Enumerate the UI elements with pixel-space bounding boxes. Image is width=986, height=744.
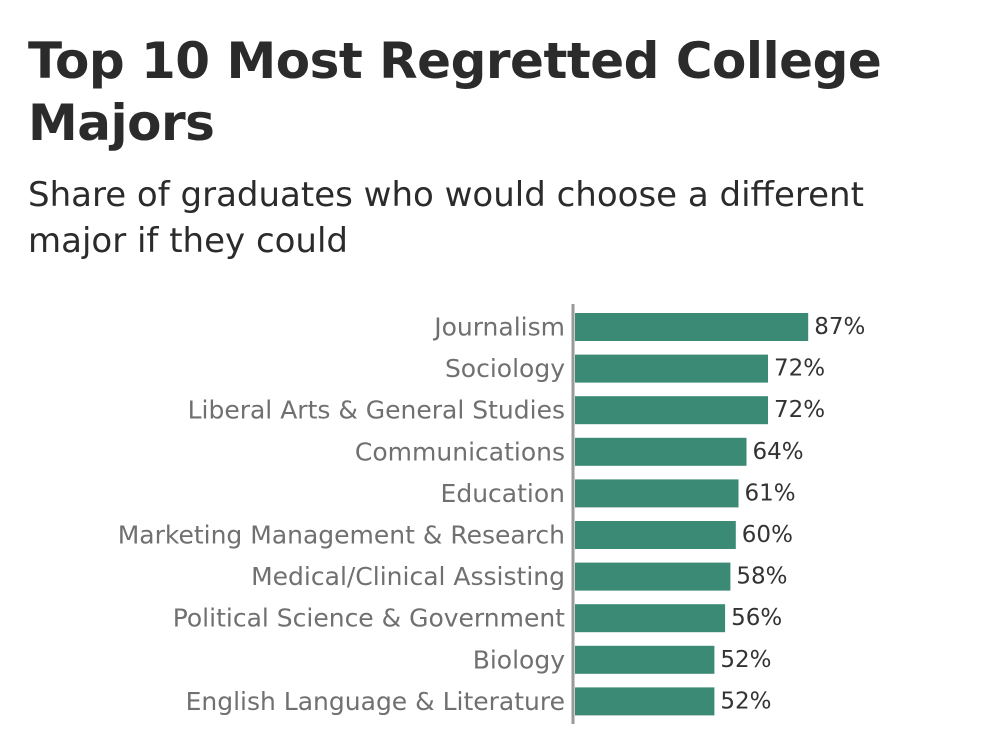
value-label: 72% [774, 397, 825, 423]
bar [575, 354, 768, 383]
category-label: English Language & Literature [186, 687, 565, 716]
bar [575, 313, 809, 341]
category-label: Journalism [432, 313, 565, 342]
value-label: 87% [814, 314, 865, 340]
category-label: Communications [355, 437, 565, 466]
category-label: Liberal Arts & General Studies [188, 396, 565, 425]
bar [575, 396, 768, 425]
bar [575, 687, 715, 716]
bar [575, 437, 747, 466]
bar [575, 562, 731, 591]
bar [575, 479, 739, 508]
value-label: 61% [745, 480, 796, 506]
category-label: Political Science & Government [173, 604, 565, 633]
value-label: 56% [731, 605, 782, 631]
category-label: Marketing Management & Research [118, 521, 565, 550]
value-label: 72% [774, 356, 825, 382]
category-label: Biology [473, 645, 566, 674]
value-label: 52% [720, 688, 771, 714]
value-label: 52% [720, 647, 771, 673]
category-label: Sociology [445, 354, 565, 383]
chart-title: Top 10 Most Regretted College Majors [28, 32, 882, 152]
bar [575, 604, 726, 633]
chart-subtitle: Share of graduates who would choose a di… [28, 175, 864, 261]
bar [575, 645, 715, 674]
category-label: Medical/Clinical Assisting [251, 562, 565, 591]
category-label: Education [441, 479, 565, 508]
value-label: 60% [742, 522, 793, 548]
bar [575, 521, 736, 549]
value-label: 64% [753, 439, 804, 465]
bars-layer: Journalism 87% Sociology 72% Liberal Arts & … [118, 313, 866, 716]
value-label: 58% [736, 564, 787, 590]
